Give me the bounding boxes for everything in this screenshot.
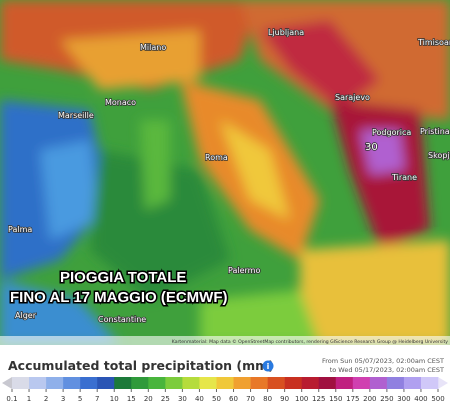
colorbar-tick-label: 90 [280,395,289,403]
colorbar-tick-label: 2 [44,395,48,403]
colorbar-tick-label: 200 [363,395,376,403]
colorbar-bin [267,377,285,389]
city-label: Roma [205,153,228,162]
city-label: Palma [8,225,32,234]
colorbar-tick-label: 15 [127,395,136,403]
colorbar-tick-label: 40 [195,395,204,403]
colorbar-tick-label: 1 [27,395,31,403]
colorbar-tick-label: 175 [346,395,359,403]
date-from: From Sun 05/07/2023, 02:00am CEST [322,357,444,365]
colorbar-bin [63,377,81,389]
colorbar-tick-label: 150 [329,395,342,403]
attribution: Kartenmaterial: Map data © OpenStreetMap… [172,338,448,345]
peak-label: 30 [365,142,378,153]
city-label: Ljubljana [268,28,304,37]
colorbar-bin [131,377,149,389]
colorbar-bin [250,377,268,389]
colorbar-tick-label: 125 [312,395,325,403]
colorbar-tick-label: 10 [110,395,119,403]
colorbar-tick-label: 70 [246,395,255,403]
colorbar-tick-label: 50 [212,395,221,403]
colorbar-bin [80,377,98,389]
colorbar-bin [284,377,302,389]
city-label: Podgorica [372,128,411,137]
colorbar-bin [46,377,64,389]
colorbar-tick-label: 25 [161,395,170,403]
city-label: Skopje [428,151,450,160]
colorbar-bin [12,377,30,389]
colorbar-bin [114,377,132,389]
legend-title: Accumulated total precipitation (mm) [8,358,274,373]
colorbar-tick-label: 300 [397,395,410,403]
city-label: Timisoara [417,38,450,47]
city-label: Sarajevo [335,93,370,102]
colorbar-tick-label: 0.1 [6,395,17,403]
colorbar-tick-label: 100 [295,395,308,403]
overlay-title: PIOGGIA TOTALE [60,269,186,286]
city-label: Constantine [98,315,146,324]
colorbar-tick-label: 3 [61,395,65,403]
colorbar-tick-label: 30 [178,395,187,403]
map: 30 PIOGGIA TOTALE FINO AL 17 MAGGIO (ECM… [0,0,450,345]
colorbar-bin [199,377,217,389]
colorbar-bin [301,377,320,389]
colorbar-bin [386,377,405,389]
colorbar-tick-label: 250 [380,395,393,403]
colorbar-tick-label: 60 [229,395,238,403]
colorbar-bin [216,377,234,389]
colorbar-bin [335,377,354,389]
colorbar-bin [403,377,422,389]
city-label: Marseille [58,111,94,120]
colorbar-arrow-left [2,377,12,389]
city-label: Palermo [228,266,260,275]
info-icon[interactable] [262,360,274,372]
colorbar-bin [165,377,183,389]
colorbar-tick-label: 7 [95,395,99,403]
colorbar-tick-label: 80 [263,395,272,403]
city-label: Monaco [105,98,136,107]
city-label: Tirane [391,173,417,182]
colorbar-tick-label: 5 [78,395,82,403]
colorbar-bin [352,377,371,389]
colorbar-bin [233,377,251,389]
overlay-subtitle: FINO AL 17 MAGGIO (ECMWF) [10,289,228,306]
colorbar-bin [29,377,47,389]
city-label: Alger [15,311,37,320]
colorbar: 0.1 1 2 3 5 7 10 15 20 25 30 40 50 60 70 80 90 100 125 150 1… [6,377,445,403]
colorbar-tick-label: 400 [414,395,427,403]
colorbar-bin [318,377,337,389]
colorbar-arrow-right [438,377,448,389]
colorbar-bin [148,377,166,389]
date-to: to Wed 05/17/2023, 02:00am CEST [330,366,444,374]
colorbar-tick-label: 500 [431,395,444,403]
colorbar-bin [420,377,439,389]
colorbar-bin [97,377,115,389]
attribution-bg [0,336,450,345]
city-label: Pristina [420,127,450,136]
colorbar-bin [182,377,200,389]
city-label: Milano [140,43,166,52]
colorbar-tick-label: 20 [144,395,153,403]
colorbar-bin [369,377,388,389]
info-glyph: i [267,362,270,371]
